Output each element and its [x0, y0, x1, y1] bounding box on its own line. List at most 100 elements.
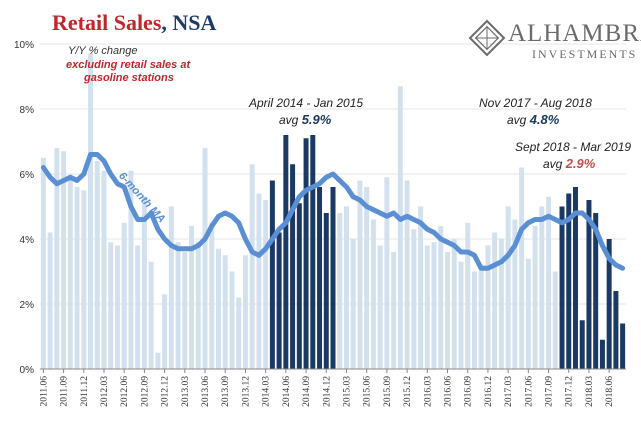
- x-tick-label: 2016.09: [464, 376, 474, 407]
- bar: [101, 170, 107, 369]
- bar: [148, 261, 154, 369]
- chart-title: Retail Sales, NSA: [52, 10, 217, 35]
- x-tick-label: 2017.06: [524, 376, 534, 407]
- bar: [256, 193, 262, 369]
- ma-line-series: [40, 152, 626, 271]
- bar: [269, 180, 275, 369]
- bar: [370, 219, 376, 369]
- x-tick-label: 2016.12: [484, 376, 494, 407]
- x-tick-label: 2012.09: [140, 376, 150, 407]
- x-tick-label: 2015.12: [403, 376, 413, 407]
- bar: [492, 232, 498, 369]
- bar: [229, 271, 235, 369]
- y-tick-label: 10%: [14, 40, 34, 51]
- bar: [195, 242, 201, 369]
- bar: [384, 177, 390, 369]
- x-tick-label: 2018.03: [585, 376, 595, 407]
- bar: [620, 323, 626, 369]
- bar: [216, 248, 221, 369]
- bar: [579, 320, 585, 369]
- bar: [613, 291, 619, 369]
- period1-avg: avg 5.9%: [279, 112, 332, 127]
- x-tick-label: 2017.09: [545, 376, 555, 407]
- bar: [546, 196, 552, 369]
- bar: [108, 242, 114, 369]
- bar: [310, 135, 316, 369]
- bar: [128, 170, 134, 369]
- bar: [559, 206, 565, 369]
- bar: [532, 226, 538, 369]
- period2-label: Nov 2017 - Aug 2018: [479, 96, 592, 110]
- logo-subtitle: INVESTMENTS: [532, 47, 638, 61]
- bar: [303, 138, 309, 369]
- yy-change-label: Y/Y % change: [68, 45, 138, 57]
- x-tick-label: 2012.03: [100, 376, 110, 407]
- x-tick-label: 2011.12: [80, 376, 90, 407]
- bar: [404, 180, 410, 369]
- bar: [141, 196, 147, 369]
- bar: [418, 206, 424, 369]
- bar: [162, 294, 168, 369]
- bar: [512, 219, 518, 369]
- x-tick-label: 2013.06: [201, 376, 211, 407]
- x-tick-label: 2018.06: [605, 376, 615, 407]
- bar: [323, 213, 329, 369]
- bar: [343, 206, 349, 369]
- x-tick-label: 2011.09: [60, 376, 70, 407]
- bar: [586, 200, 592, 369]
- x-tick-label: 2013.09: [221, 376, 231, 407]
- bar: [552, 271, 558, 369]
- bar: [155, 352, 161, 369]
- bar: [465, 222, 471, 369]
- bar: [135, 245, 141, 369]
- bar: [505, 206, 511, 369]
- ma-line: [40, 152, 626, 271]
- bar-series: [40, 53, 626, 369]
- x-tick-label: 2017.12: [565, 376, 575, 407]
- bar: [94, 161, 100, 369]
- bar: [566, 193, 572, 369]
- excl-label-line1: excluding retail sales at: [66, 59, 191, 71]
- bar: [458, 261, 464, 369]
- bar: [189, 226, 195, 369]
- period1-label: April 2014 - Jan 2015: [249, 96, 364, 110]
- bar: [67, 180, 73, 369]
- bar: [276, 232, 282, 369]
- bar: [202, 148, 208, 369]
- bar: [377, 245, 383, 369]
- bar: [498, 239, 504, 369]
- bar: [81, 190, 87, 369]
- bar: [290, 164, 296, 369]
- x-tick-label: 2015.06: [363, 376, 373, 407]
- x-tick-label: 2013.03: [181, 376, 191, 407]
- y-tick-label: 6%: [20, 170, 35, 181]
- bar: [485, 245, 491, 369]
- logo-name: ALHAMBRA: [508, 20, 641, 47]
- bar: [572, 187, 578, 369]
- bar: [283, 135, 289, 369]
- y-tick-label: 0%: [20, 365, 35, 376]
- x-tick-label: 2014.03: [262, 376, 272, 407]
- bar: [438, 226, 444, 369]
- x-tick-label: 2016.06: [444, 376, 454, 407]
- x-tick-label: 2014.09: [302, 376, 312, 407]
- bar: [40, 157, 46, 369]
- bar: [424, 245, 430, 369]
- bar: [54, 148, 60, 369]
- bar: [539, 206, 545, 369]
- bar: [175, 242, 181, 369]
- bar: [209, 222, 215, 369]
- x-tick-label: 2013.12: [241, 376, 251, 407]
- alhambra-logo-icon: [468, 19, 506, 57]
- x-tick-label: 2014.06: [282, 376, 292, 407]
- bar: [411, 229, 417, 369]
- bar: [397, 86, 403, 369]
- bar: [263, 200, 269, 369]
- bar: [182, 252, 188, 369]
- bar: [357, 180, 363, 369]
- bar: [168, 206, 174, 369]
- bar: [236, 297, 242, 369]
- bar: [445, 252, 450, 369]
- bar: [330, 187, 336, 369]
